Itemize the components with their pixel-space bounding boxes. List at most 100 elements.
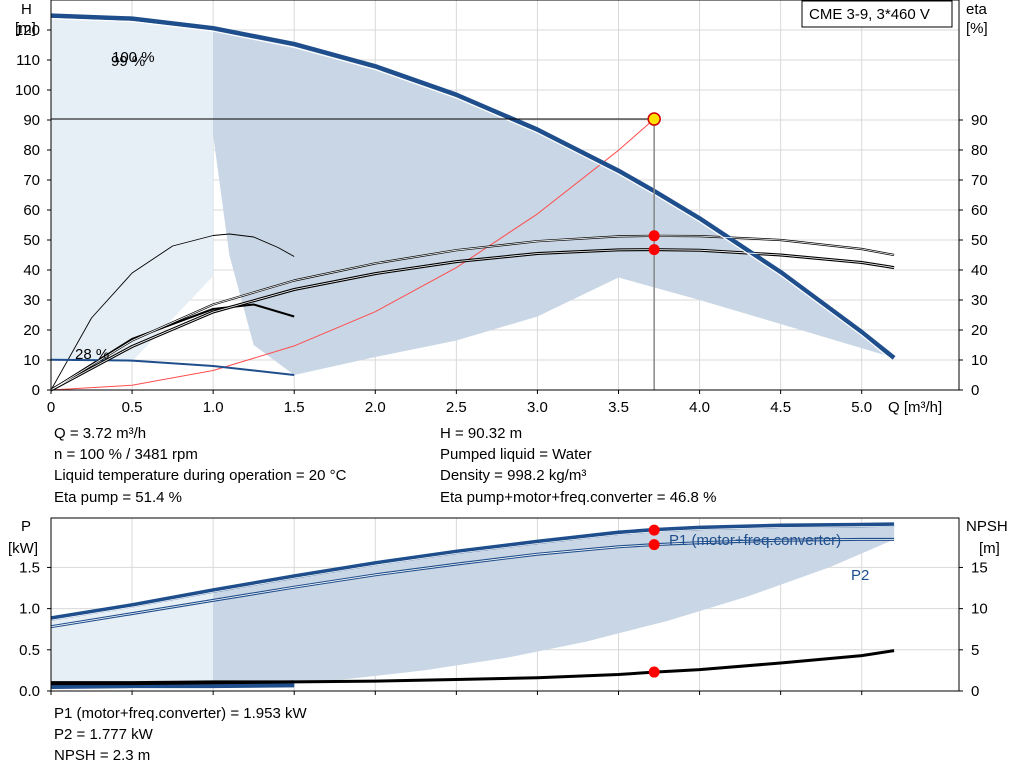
bottom-min-speed-area (51, 590, 214, 687)
h-tick-label: 10 (23, 352, 40, 369)
npsh-tick-label: 10 (971, 601, 988, 618)
h-tick-label: 70 (23, 172, 40, 189)
annotation-28-percent: 28 % (75, 346, 109, 363)
bottom-series-lines (50, 522, 895, 689)
duty-point-marker (647, 112, 661, 126)
model-label: CME 3-9, 3*460 V (809, 6, 930, 23)
top-left-axis-name: H (21, 1, 32, 18)
q-tick-label: 2.0 (365, 399, 386, 416)
eta-tick-label: 20 (971, 322, 988, 339)
eta-tick-label: 50 (971, 232, 988, 249)
h-tick-label: 120 (15, 22, 40, 39)
npsh-curve (51, 649, 895, 686)
h-tick-label: 100 (15, 82, 40, 99)
info-npsh: NPSH = 2.3 m (54, 747, 151, 764)
top-right-axis-unit: [%] (966, 20, 988, 37)
p1-marker (648, 524, 660, 536)
npsh-tick-label: 0 (971, 683, 979, 700)
bottom-left-axis-name: P (21, 518, 31, 535)
bottom-axes: 0.0 0.5 1.0 1.5 0 5 10 15 (19, 559, 988, 700)
p-tick-label: 1.0 (19, 601, 40, 618)
info-eta-total: Eta pump+motor+freq.converter = 46.8 % (440, 489, 717, 506)
q-tick-label: 4.5 (770, 399, 791, 416)
eta-tick-label: 90 (971, 112, 988, 129)
top-markers (647, 112, 661, 256)
h-curve-28-percent (50, 358, 295, 376)
eta-tick-label: 70 (971, 172, 988, 189)
eta-tick-label: 30 (971, 292, 988, 309)
q-tick-label: 1.0 (203, 399, 224, 416)
p1-min-curve (50, 683, 295, 688)
pump-curve-chart: 0 10 20 30 40 50 60 70 80 90 100 110 120 0 10 20 30 40 50 6… (15, 0, 988, 416)
eta-pump-marker (648, 230, 660, 242)
x-axis-label: Q [m³/h] (888, 399, 942, 416)
top-left-axis-unit: [m] (15, 20, 36, 37)
info-liquid-temperature: Liquid temperature during operation = 20… (54, 467, 347, 484)
h-tick-label: 90 (23, 112, 40, 129)
npsh-tick-label: 15 (971, 559, 988, 576)
top-right-axis-name: eta (966, 1, 988, 18)
p1-curve (50, 522, 895, 621)
eta-tick-label: 10 (971, 352, 988, 369)
top-min-speed-area (51, 15, 214, 362)
eta-tick-label: 40 (971, 262, 988, 279)
info-p1: P1 (motor+freq.converter) = 1.953 kW (54, 705, 307, 722)
h-tick-label: 30 (23, 292, 40, 309)
h-tick-label: 50 (23, 232, 40, 249)
bottom-right-axis-unit: [m] (979, 540, 1000, 557)
p2-series-label: P2 (851, 567, 869, 584)
p1-series-label: P1 (motor+freq.converter) (669, 532, 841, 549)
eta-total-marker (648, 244, 660, 256)
info-q: Q = 3.72 m³/h (54, 425, 147, 442)
system-curve (50, 118, 655, 391)
model-label-box (801, 0, 953, 28)
h-curve-99-percent (50, 18, 892, 360)
eta-tick-label: 60 (971, 202, 988, 219)
q-tick-label: 4.0 (689, 399, 710, 416)
q-tick-label: 2.5 (446, 399, 467, 416)
h-tick-label: 110 (16, 52, 40, 69)
q-tick-label: 0.5 (122, 399, 143, 416)
bottom-plot-frame (50, 517, 960, 692)
p-tick-label: 0.5 (19, 642, 40, 659)
p1-curve-highlight (50, 525, 895, 621)
eta-tick-label: 0 (971, 382, 979, 399)
h-tick-label: 80 (23, 142, 40, 159)
eta-total-highlight (50, 249, 895, 391)
h-tick-label: 40 (23, 262, 40, 279)
power-npsh-chart: 0.0 0.5 1.0 1.5 0 5 10 15 P [kW] NPSH [m] P1 (m… (8, 517, 1008, 700)
p2-min-curve (50, 684, 295, 689)
h-curve-100-percent (50, 13, 896, 360)
eta-tick-label: 80 (971, 142, 988, 159)
info-p2: P2 = 1.777 kW (54, 726, 153, 743)
h-tick-label: 20 (23, 322, 40, 339)
top-plot-frame (50, 0, 960, 391)
p2-curve-highlight (50, 539, 895, 628)
eta-pump-highlight (50, 235, 895, 391)
q-tick-label: 1.5 (284, 399, 305, 416)
info-density: Density = 998.2 kg/m³ (440, 467, 587, 484)
bottom-right-axis-name: NPSH (966, 518, 1008, 535)
q-tick-label: 0 (47, 399, 55, 416)
p2-marker (648, 539, 660, 551)
p-tick-label: 1.5 (19, 559, 40, 576)
info-head: H = 90.32 m (440, 425, 523, 442)
annotation-99-percent: 99 % (111, 53, 145, 70)
info-pumped-liquid: Pumped liquid = Water (440, 446, 592, 463)
top-series-lines (50, 13, 896, 392)
top-axes: 0 10 20 30 40 50 60 70 80 90 100 110 120 0 10 20 30 40 50 6… (15, 22, 988, 416)
eta-pump-min-speed-curve (50, 233, 295, 391)
h-tick-label: 0 (32, 382, 40, 399)
bottom-markers (648, 524, 660, 678)
npsh-tick-label: 5 (971, 642, 979, 659)
q-tick-label: 3.5 (608, 399, 629, 416)
q-tick-label: 3.0 (527, 399, 548, 416)
q-tick-label: 5.0 (851, 399, 872, 416)
p-tick-label: 0.0 (19, 683, 40, 700)
bottom-left-axis-unit: [kW] (8, 540, 38, 557)
h-tick-label: 60 (23, 202, 40, 219)
annotation-100-percent: 100 % (112, 49, 155, 66)
info-eta-pump: Eta pump = 51.4 % (54, 489, 182, 506)
npsh-marker (648, 666, 660, 678)
